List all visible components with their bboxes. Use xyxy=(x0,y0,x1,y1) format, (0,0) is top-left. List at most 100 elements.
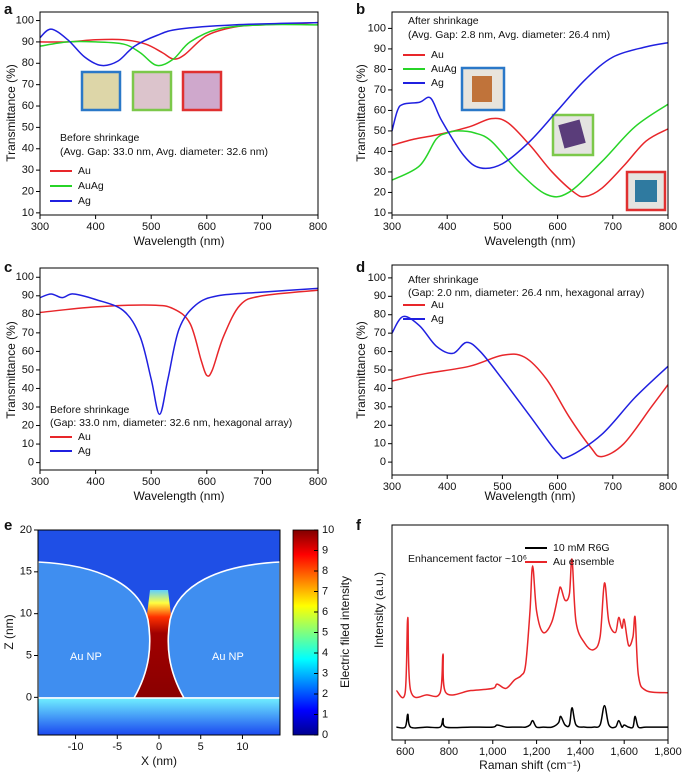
x-tick-label: 400 xyxy=(86,476,104,488)
y-tick-label: 100 xyxy=(368,22,386,34)
y-tick-label: 30 xyxy=(22,164,34,176)
legend-label: Ag xyxy=(78,445,91,457)
y-tick-label: 50 xyxy=(374,125,386,137)
colorbar-tick-label: 5 xyxy=(322,626,328,638)
plot-frame xyxy=(391,524,669,741)
plot-frame xyxy=(39,11,319,216)
x-tick-label: 500 xyxy=(142,476,160,488)
series-line xyxy=(39,287,319,416)
colorbar-tick-label: 8 xyxy=(322,565,328,577)
field-map xyxy=(38,530,280,735)
inset-sample xyxy=(472,76,492,102)
y-tick-label: 40 xyxy=(374,382,386,394)
x-tick-label: 300 xyxy=(383,221,401,233)
annotation: Au NP xyxy=(212,651,244,663)
series-line xyxy=(395,558,669,699)
x-tick-label: -5 xyxy=(112,741,122,753)
y-tick-label: 50 xyxy=(22,121,34,133)
x-tick-label: 600 xyxy=(396,746,414,758)
legend-label: Au xyxy=(431,49,444,61)
x-tick-label: 700 xyxy=(253,221,271,233)
annotation: Enhancement factor ~10⁶ xyxy=(408,553,527,565)
annotation: After shrinkage xyxy=(408,15,479,27)
colorbar-label: Electric filed intensity xyxy=(338,576,352,688)
x-tick-label: 800 xyxy=(659,481,677,493)
annotation: Before shrinkage xyxy=(60,132,140,144)
y-tick-label: 5 xyxy=(26,649,32,661)
y-tick-label: 40 xyxy=(374,145,386,157)
substrate-field xyxy=(38,698,280,735)
y-axis-label: Transmittance (%) xyxy=(4,64,18,162)
legend-label: 10 mM R6G xyxy=(553,542,610,554)
series-line xyxy=(39,21,319,67)
x-axis-label: Raman shift (cm⁻¹) xyxy=(479,758,581,772)
colorbar xyxy=(292,529,319,736)
x-tick-label: 0 xyxy=(156,741,162,753)
inset-sample xyxy=(558,119,586,149)
colorbar-tick-label: 7 xyxy=(322,585,328,597)
x-tick-label: 800 xyxy=(309,476,327,488)
x-axis-label: Wavelength (nm) xyxy=(134,234,225,248)
y-tick-label: 15 xyxy=(20,566,32,578)
y-tick-label: 70 xyxy=(22,79,34,91)
y-tick-label: 80 xyxy=(374,63,386,75)
y-tick-label: 10 xyxy=(20,608,32,620)
x-tick-label: 1,000 xyxy=(479,746,507,758)
legend-label: Au ensemble xyxy=(553,556,614,568)
x-tick-label: -10 xyxy=(68,741,84,753)
annotation: (Avg. Gap: 33.0 nm, Avg. diameter: 32.6 … xyxy=(60,146,268,158)
legend-label: Au xyxy=(78,165,91,177)
x-tick-label: 600 xyxy=(198,476,216,488)
y-tick-label: 50 xyxy=(22,364,34,376)
annotation: (Avg. Gap: 2.8 nm, Avg. diameter: 26.4 n… xyxy=(408,29,610,41)
y-tick-label: 0 xyxy=(26,691,32,703)
x-tick-label: 5 xyxy=(198,741,204,753)
x-tick-label: 1,600 xyxy=(610,746,638,758)
panel-letter: e xyxy=(4,517,12,534)
x-tick-label: 600 xyxy=(548,221,566,233)
x-tick-label: 500 xyxy=(142,221,160,233)
x-tick-label: 1,200 xyxy=(523,746,551,758)
legend-label: Ag xyxy=(431,77,444,89)
x-tick-label: 500 xyxy=(493,481,511,493)
y-axis-label: Z (nm) xyxy=(2,614,16,649)
series-line xyxy=(391,315,669,460)
panel-letter: d xyxy=(356,259,365,276)
colorbar-tick-label: 9 xyxy=(322,544,328,556)
x-tick-label: 400 xyxy=(438,481,456,493)
y-tick-label: 70 xyxy=(374,84,386,96)
particle xyxy=(167,561,280,699)
y-tick-label: 80 xyxy=(374,309,386,321)
y-tick-label: 0 xyxy=(28,456,34,468)
y-tick-label: 20 xyxy=(22,419,34,431)
x-axis-label: X (nm) xyxy=(141,754,177,768)
y-tick-label: 80 xyxy=(22,57,34,69)
y-axis-label: Transmittance (%) xyxy=(354,64,368,162)
x-tick-label: 1,800 xyxy=(654,746,682,758)
y-tick-label: 50 xyxy=(374,364,386,376)
x-tick-label: 700 xyxy=(604,481,622,493)
y-tick-label: 100 xyxy=(368,272,386,284)
plot-frame xyxy=(37,529,281,736)
x-tick-label: 400 xyxy=(86,221,104,233)
legend-label: Ag xyxy=(78,195,91,207)
panel-letter: a xyxy=(4,1,13,18)
y-tick-label: 60 xyxy=(374,345,386,357)
x-tick-label: 600 xyxy=(198,221,216,233)
x-tick-label: 600 xyxy=(548,481,566,493)
x-tick-label: 700 xyxy=(253,476,271,488)
inset-photo xyxy=(181,70,223,112)
plot-frame xyxy=(391,264,669,476)
colorbar-tick-label: 6 xyxy=(322,606,328,618)
annotation: Au NP xyxy=(70,651,102,663)
y-axis-label: Intensity (a.u.) xyxy=(372,572,386,648)
y-tick-label: 30 xyxy=(374,166,386,178)
y-tick-label: 100 xyxy=(16,14,34,26)
y-tick-label: 100 xyxy=(16,271,34,283)
legend-label: Ag xyxy=(431,313,444,325)
x-axis-label: Wavelength (nm) xyxy=(485,489,576,503)
series-line xyxy=(39,23,319,67)
y-tick-label: 10 xyxy=(374,207,386,219)
legend-label: AuAg xyxy=(431,63,457,75)
